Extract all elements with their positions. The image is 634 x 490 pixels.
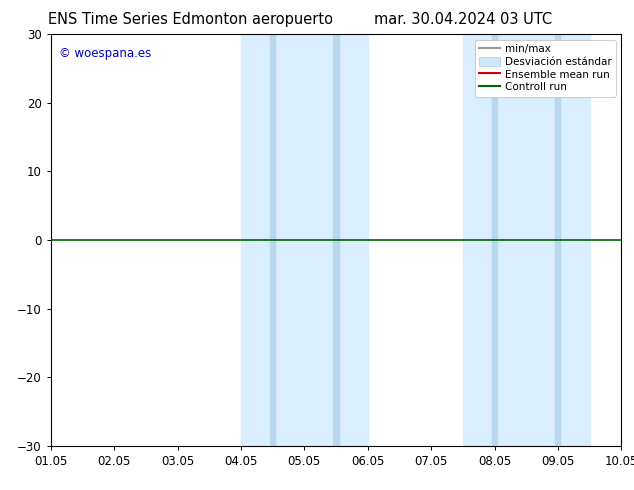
Text: ENS Time Series Edmonton aeropuerto: ENS Time Series Edmonton aeropuerto: [48, 12, 333, 27]
Bar: [463, 34, 590, 446]
Text: mar. 30.04.2024 03 UTC: mar. 30.04.2024 03 UTC: [374, 12, 552, 27]
Text: © woespana.es: © woespana.es: [59, 47, 152, 60]
Legend: min/max, Desviación estándar, Ensemble mean run, Controll run: min/max, Desviación estándar, Ensemble m…: [475, 40, 616, 97]
Bar: [333, 34, 339, 446]
Bar: [241, 34, 368, 446]
Bar: [492, 34, 497, 446]
Bar: [555, 34, 560, 446]
Bar: [270, 34, 275, 446]
